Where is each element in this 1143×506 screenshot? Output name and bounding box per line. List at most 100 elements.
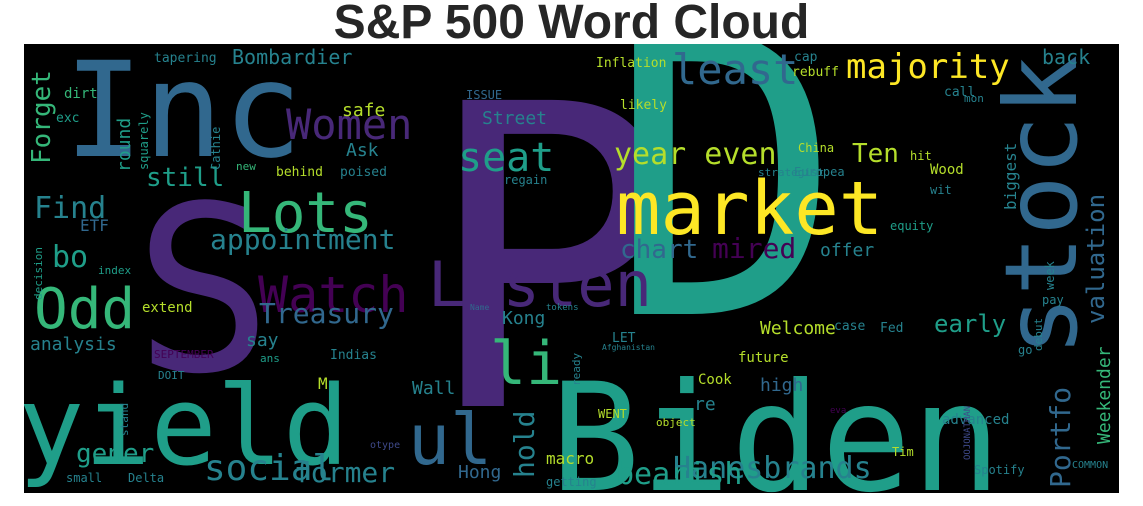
cloud-word: regain [504, 173, 547, 187]
cloud-word: OOJONATHAN [963, 406, 973, 460]
cloud-word: Hong [458, 462, 501, 483]
cloud-word: likely [620, 98, 667, 113]
cloud-word: week [1043, 260, 1057, 290]
cloud-word: LET [612, 331, 636, 346]
cloud-word: ans [260, 352, 280, 365]
cloud-word: valuation [1082, 194, 1110, 324]
cloud-word: Europea [794, 165, 845, 179]
cloud-word: cap [794, 50, 818, 65]
cloud-word: Watch [258, 266, 409, 324]
cloud-word: Ask [346, 140, 379, 161]
cloud-word: high [760, 375, 803, 396]
cloud-word: chart [620, 235, 698, 265]
cloud-word: Odd [34, 277, 135, 342]
cloud-word: year even [614, 137, 777, 172]
cloud-word: Portfo [1044, 387, 1077, 488]
cloud-word: Find [34, 191, 106, 226]
cloud-word: Name [470, 303, 489, 312]
cloud-word: Women [286, 100, 412, 149]
cloud-word: rebuff [792, 65, 839, 80]
cloud-word: bo [52, 240, 88, 275]
cloud-word: social [204, 448, 334, 489]
cloud-word: ISSUE [466, 88, 502, 102]
cloud-word: biggest [1001, 143, 1020, 210]
cloud-word: call [944, 85, 975, 100]
cloud-word: Fed [880, 321, 903, 336]
cloud-word: ready [570, 353, 583, 386]
cloud-word: tokens [546, 303, 579, 313]
cloud-word: analysis [30, 334, 117, 355]
cloud-word: go [1018, 343, 1032, 357]
cloud-word: Wall [412, 378, 455, 399]
cloud-word: China [798, 141, 834, 155]
cloud-word: gener [76, 439, 154, 469]
cloud-word: wit [930, 183, 952, 197]
cloud-word: hit [910, 149, 932, 163]
cloud-word: strategist [758, 166, 824, 179]
cloud-word: Lots [238, 181, 373, 246]
cloud-word: safe [342, 100, 385, 121]
cloud-word: re [694, 394, 716, 415]
cloud-word: Inflation [596, 56, 666, 71]
cloud-word: Indias [330, 348, 377, 363]
cloud-word: small [66, 471, 102, 485]
cloud-word: getting [546, 475, 597, 489]
cloud-word: Welcome [760, 318, 836, 339]
cloud-word: object [656, 416, 696, 429]
cloud-word: market [616, 166, 883, 252]
cloud-word: bearish [616, 457, 742, 492]
cloud-word: COMMON [1072, 460, 1108, 471]
cloud-word: behind [276, 165, 323, 180]
cloud-word: decision [32, 247, 45, 300]
cloud-word: Biden [550, 352, 1002, 493]
cloud-word: Inc [64, 44, 302, 188]
cloud-word: dirt [64, 86, 98, 102]
cloud-word: case [834, 319, 865, 334]
cloud-word: least [672, 45, 798, 94]
cloud-word: ul [408, 399, 492, 481]
cloud-word: Bombardier [232, 45, 352, 69]
cloud-word: Delta [128, 471, 164, 485]
cloud-word: yield [24, 362, 349, 490]
cloud-word: DOIT [158, 369, 185, 382]
cloud-word: WENT [598, 407, 627, 421]
cloud-word: equity [890, 219, 933, 233]
cloud-word: advanced [942, 412, 1009, 428]
cloud-word: former [294, 456, 395, 489]
cloud-word: hold [508, 411, 541, 478]
cloud-word: back [1042, 45, 1090, 69]
cloud-word: Weekender [1094, 346, 1115, 444]
cloud-word: SEPTEMBER [154, 348, 214, 361]
cloud-word: exc [56, 111, 79, 126]
cloud-word: debut [1032, 318, 1045, 351]
cloud-word: Tim [892, 445, 914, 459]
cloud-word: li [490, 329, 562, 399]
cloud-word: tapering [154, 51, 217, 66]
cloud-word: eva [830, 406, 846, 416]
cloud-word: stand [118, 403, 131, 436]
cloud-word: round [114, 118, 135, 172]
cloud-word: say [246, 330, 279, 351]
cloud-word: mired [712, 232, 796, 265]
cloud-word: pay [1042, 293, 1064, 307]
cloud-word: appointment [210, 223, 395, 256]
cloud-word: Wood [930, 162, 964, 178]
cloud-word: otype [370, 440, 400, 451]
cloud-word: mon [964, 92, 984, 105]
page-title: S&P 500 Word Cloud [333, 0, 810, 49]
cloud-word: early [934, 310, 1006, 338]
cloud-word: extend [142, 300, 193, 316]
cloud-word: index [98, 264, 131, 277]
cloud-word: Cathie [209, 127, 223, 170]
cloud-word: poised [340, 165, 387, 180]
cloud-word: still [146, 163, 224, 193]
cloud-word: macro [546, 449, 594, 468]
cloud-word: seat [458, 135, 554, 181]
cloud-word: Spotify [974, 463, 1025, 477]
cloud-word: squarely [137, 112, 151, 170]
cloud-word: majority [846, 47, 1010, 87]
cloud-word: stock [983, 55, 1100, 356]
cloud-word: D [608, 44, 843, 406]
cloud-word: P [422, 44, 675, 493]
